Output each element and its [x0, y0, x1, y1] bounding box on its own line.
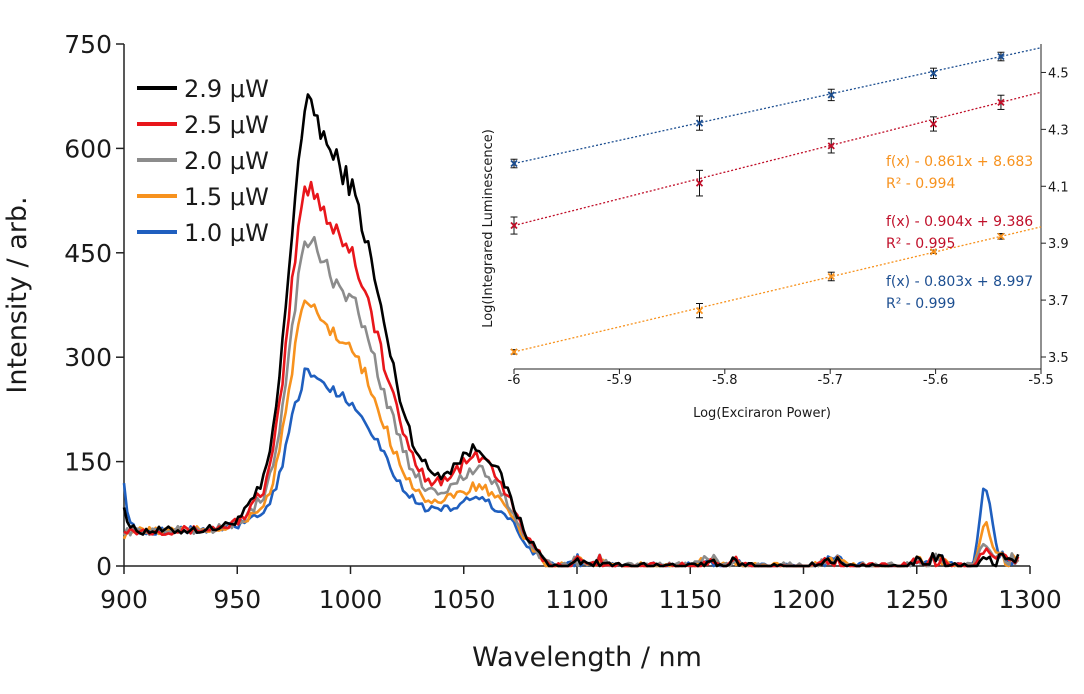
- inset-data-point: [510, 221, 518, 230]
- series-line-2.9uw: [122, 93, 1020, 568]
- inset-fit-equation: f(x) - 0.803x + 8.997: [886, 274, 1033, 290]
- inset-fit-line: [513, 47, 1042, 165]
- main-x-tick-label: 1300: [998, 585, 1062, 614]
- main-x-tick-label: 1250: [885, 585, 949, 614]
- inset-y-tick-label: 3.9: [1048, 237, 1069, 252]
- inset-data-point: [997, 98, 1005, 106]
- main-y-tick-label: 750: [64, 30, 112, 59]
- main-x-axis-label: Wavelength / nm: [472, 642, 702, 673]
- inset-x-ticks: -6 -5.9 -5.8 -5.7 -5.6 -5.5: [508, 369, 1054, 388]
- inset-data-point: [929, 248, 938, 256]
- main-y-tick-label: 450: [64, 239, 112, 268]
- main-x-tick-label: 1000: [319, 585, 383, 614]
- legend-label: 1.5 μW: [184, 183, 269, 211]
- legend-label: 2.0 μW: [184, 147, 269, 175]
- main-axes: 900 950 1000 1050 1100 1150 1200 1250 1300 0 150 3…: [2, 30, 1062, 673]
- inset-data-point: [827, 142, 835, 150]
- inset-y-tick-label: 3.7: [1048, 294, 1069, 309]
- series-line-2.5uw: [123, 180, 1020, 568]
- inset-y-tick-label: 4.5: [1048, 66, 1069, 81]
- inset-r-squared: R² - 0.995: [886, 236, 955, 252]
- inset-r-squared: R² - 0.999: [886, 296, 955, 312]
- inset-data-point: [510, 159, 518, 168]
- inset-x-tick-label: -5.6: [923, 373, 948, 388]
- inset-data-point: [997, 232, 1005, 240]
- main-y-tick-label: 600: [64, 134, 112, 163]
- main-x-tick-label: 950: [213, 585, 261, 614]
- main-x-tick-label: 1050: [432, 585, 496, 614]
- inset-data-point: [695, 306, 704, 315]
- inset-y-tick-label: 4.1: [1048, 180, 1069, 195]
- main-x-tick-label: 1200: [772, 585, 836, 614]
- inset-x-tick-label: -5.5: [1028, 373, 1053, 388]
- inset-x-tick-label: -6: [508, 373, 521, 388]
- inset-data-point: [510, 348, 518, 356]
- inset-series-group: [510, 47, 1042, 356]
- main-x-tick-label: 900: [100, 585, 148, 614]
- inset-fit-equation: f(x) - 0.861x + 8.683: [886, 154, 1033, 170]
- legend-label: 1.0 μW: [184, 219, 269, 247]
- inset-y-tick-label: 4.3: [1048, 123, 1069, 138]
- main-x-ticks: 900 950 1000 1050 1100 1150 1200 1250 1300: [100, 566, 1062, 614]
- inset-x-tick-label: -5.9: [607, 373, 632, 388]
- inset-data-point: [695, 119, 704, 127]
- inset-data-point: [929, 120, 938, 128]
- main-x-tick-label: 1150: [658, 585, 722, 614]
- inset-y-axis-label: Log(Integrared Luminescence): [481, 129, 496, 328]
- inset-data-point: [827, 272, 835, 281]
- inset-x-tick-label: -5.8: [712, 373, 737, 388]
- main-y-axis-label: Intensity / arb.: [2, 196, 33, 393]
- inset-background: [468, 38, 1080, 432]
- legend-label: 2.5 μW: [184, 111, 269, 139]
- inset-fit-annotations: f(x) - 0.861x + 8.683 R² - 0.994 f(x) - 0.…: [886, 154, 1033, 312]
- inset-chart: -6 -5.9 -5.8 -5.7 -5.6 -5.5 3.5 3.7 3.9 4.1 4.3 4.…: [468, 38, 1080, 432]
- main-y-tick-label: 300: [64, 343, 112, 372]
- inset-data-point: [997, 52, 1005, 61]
- inset-data-point: [929, 69, 938, 77]
- main-x-tick-label: 1100: [545, 585, 609, 614]
- inset-y-tick-label: 3.5: [1048, 351, 1069, 366]
- main-y-tick-label: 0: [96, 552, 112, 581]
- inset-y-ticks: 3.5 3.7 3.9 4.1 4.3 4.5: [1041, 66, 1069, 366]
- inset-fit-line: [513, 91, 1042, 227]
- inset-data-point: [695, 179, 704, 187]
- inset-x-tick-label: -5.7: [818, 373, 843, 388]
- inset-r-squared: R² - 0.994: [886, 176, 955, 192]
- legend-label: 2.9 μW: [184, 75, 269, 103]
- legend: 2.9 μW 2.5 μW 2.0 μW 1.5 μW 1.0 μW: [137, 75, 269, 247]
- inset-x-axis-label: Log(Exciraron Power): [693, 406, 831, 421]
- main-series-group: [122, 93, 1020, 568]
- inset-fit-equation: f(x) - 0.904x + 9.386: [886, 214, 1033, 230]
- inset-data-point: [827, 91, 835, 99]
- main-y-ticks: 0 150 300 450 600 750: [64, 30, 124, 581]
- main-y-tick-label: 150: [64, 448, 112, 477]
